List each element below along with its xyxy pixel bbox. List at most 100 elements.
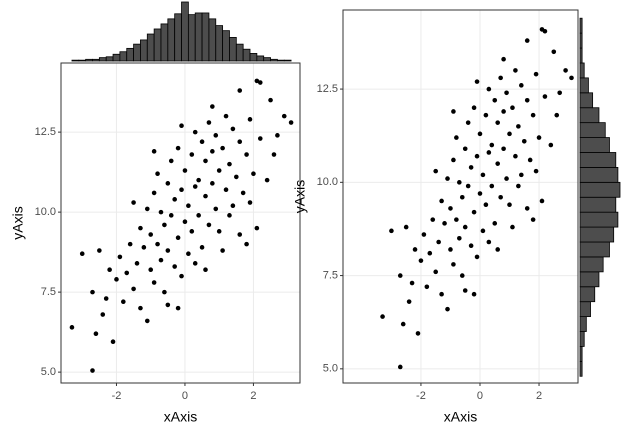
point	[492, 221, 498, 226]
point	[474, 153, 480, 159]
point	[397, 364, 403, 370]
point	[175, 145, 181, 151]
histogram-bar	[215, 25, 224, 62]
y-tick-label: 5.0	[41, 366, 56, 378]
point	[519, 172, 524, 178]
point	[155, 171, 160, 177]
point	[548, 142, 554, 148]
histogram-bar	[194, 12, 203, 62]
point	[569, 75, 574, 81]
point	[557, 90, 562, 96]
point	[462, 288, 468, 293]
point	[165, 248, 171, 253]
plot-border	[60, 62, 301, 384]
point	[237, 232, 243, 237]
point	[412, 247, 418, 252]
point	[498, 75, 503, 81]
point	[182, 168, 188, 173]
histogram-bar	[174, 13, 182, 62]
histogram-bar	[146, 33, 155, 62]
point	[445, 306, 450, 312]
point	[244, 241, 249, 247]
point	[539, 198, 545, 204]
histogram-bar	[579, 286, 596, 303]
point	[234, 174, 239, 180]
point	[483, 202, 489, 208]
point	[203, 158, 208, 164]
point	[107, 267, 112, 273]
point	[186, 251, 191, 257]
point	[175, 305, 181, 311]
point	[524, 38, 530, 43]
point	[117, 254, 123, 260]
point	[131, 200, 136, 205]
point	[480, 228, 486, 234]
point	[281, 113, 287, 119]
point	[179, 123, 184, 129]
histogram-bar	[140, 39, 148, 62]
point	[554, 112, 560, 118]
point	[240, 190, 246, 196]
point	[513, 153, 518, 159]
histogram-bar	[579, 301, 591, 318]
y-tick-label: 12.5	[35, 126, 56, 138]
point	[237, 88, 243, 93]
point	[165, 181, 171, 186]
point	[237, 139, 243, 145]
point	[504, 90, 509, 96]
point	[504, 176, 509, 181]
point	[227, 161, 232, 167]
point	[445, 176, 450, 181]
point	[451, 109, 456, 114]
point	[247, 117, 253, 122]
point	[192, 261, 198, 266]
point	[462, 146, 468, 152]
point	[138, 305, 143, 311]
point	[158, 257, 164, 263]
point	[79, 251, 85, 257]
point	[542, 94, 548, 99]
point	[254, 225, 260, 231]
point	[442, 221, 447, 226]
point	[288, 120, 294, 125]
point	[457, 180, 462, 185]
point	[465, 120, 471, 125]
point	[168, 213, 174, 218]
point	[483, 112, 489, 118]
point	[533, 168, 539, 174]
histogram-bar	[92, 58, 100, 62]
point	[454, 135, 459, 140]
histogram-bar	[105, 56, 114, 62]
plot-border	[342, 9, 579, 384]
point	[527, 157, 533, 163]
plot-background	[61, 63, 300, 383]
point	[251, 171, 256, 177]
point	[409, 280, 415, 286]
histogram-bar	[579, 226, 615, 243]
point	[220, 248, 225, 253]
histogram-bar	[85, 58, 93, 62]
point	[216, 168, 222, 173]
point	[501, 146, 506, 152]
point	[192, 184, 198, 189]
histogram-bar	[153, 28, 162, 62]
point	[501, 109, 506, 114]
point	[93, 331, 99, 337]
histogram-bar	[579, 152, 617, 168]
point	[144, 206, 150, 212]
point	[433, 168, 439, 174]
histogram-bar	[579, 196, 617, 213]
point	[436, 239, 441, 245]
y-tick-label: 10.0	[35, 206, 56, 218]
point	[454, 217, 459, 222]
point	[418, 258, 424, 263]
histogram-bar	[579, 17, 583, 34]
point	[131, 286, 136, 292]
point	[254, 78, 260, 84]
point	[415, 331, 421, 336]
point	[495, 247, 500, 252]
point	[213, 133, 219, 138]
y-axis-title: yAxis	[10, 206, 26, 239]
point	[206, 120, 212, 125]
